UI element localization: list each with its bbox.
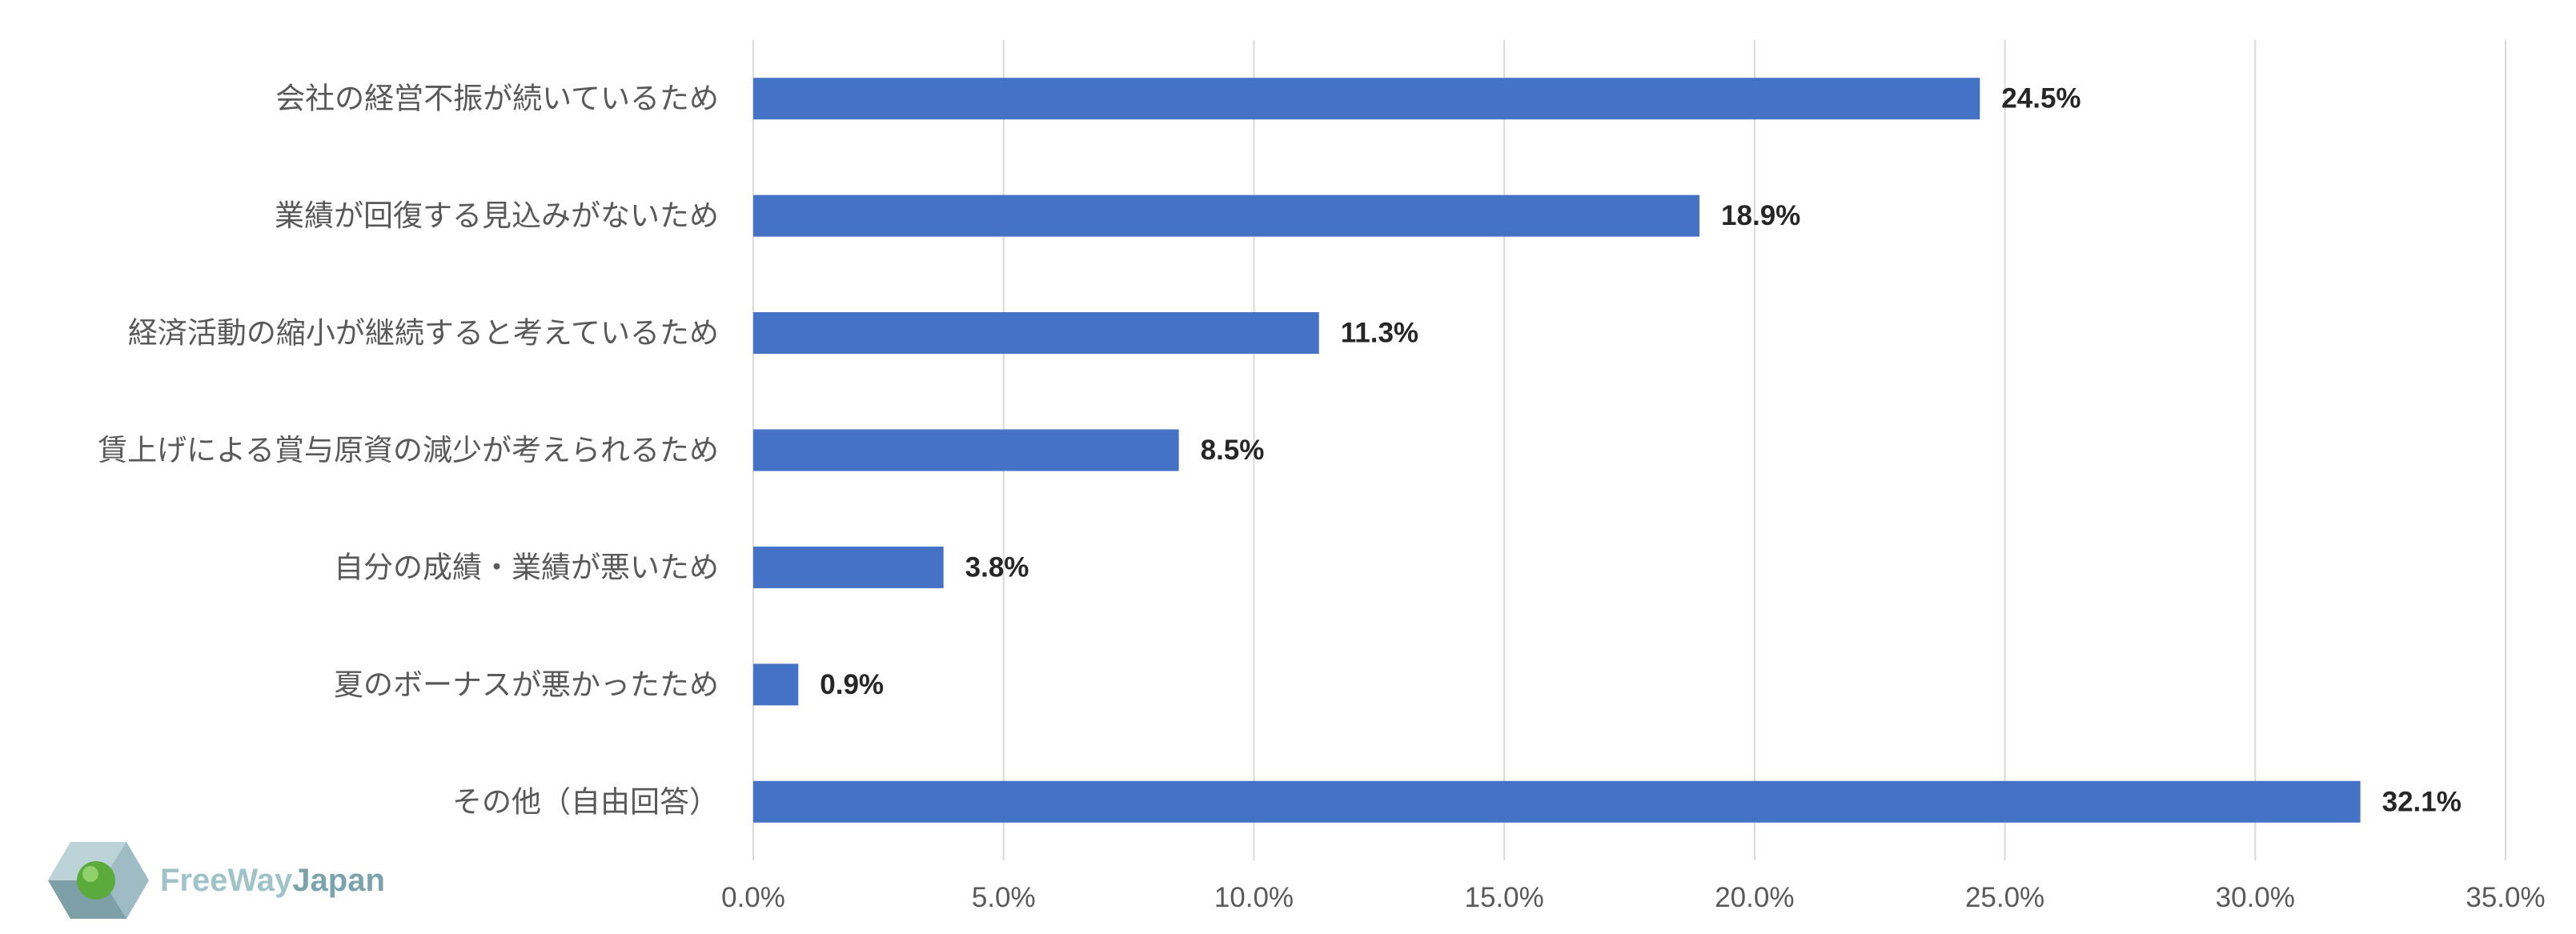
freewayjapan-logo: FreeWayJapan [46,840,385,920]
x-tick-label: 15.0% [1465,882,1544,913]
gridlines [752,40,2506,860]
logo-wordmark: FreeWayJapan [160,863,385,899]
bars [753,78,2361,823]
data-label: 3.8% [965,551,1029,583]
x-tick-label: 10.0% [1214,882,1294,913]
data-label: 8.5% [1201,435,1265,466]
bar [753,780,2361,823]
data-label: 0.9% [820,669,884,700]
data-label: 32.1% [2382,786,2462,817]
bar [753,312,1319,355]
category-label: その他（自由回答） [452,784,719,819]
category-labels: 会社の経営不振が続いているため業績が回復する見込みがないため経済活動の縮小が継続… [98,82,719,820]
bar [753,194,1700,237]
category-label: 会社の経営不振が続いているため [275,82,719,116]
data-label: 18.9% [1721,200,1800,231]
x-tick-label: 0.0% [721,882,785,913]
x-tick-label: 20.0% [1715,882,1794,913]
category-label: 自分の成績・業績が悪いため [334,550,719,584]
logo-mark-icon [48,842,149,919]
bar [753,663,799,706]
logo-text-freeway: FreeWay [160,862,293,898]
x-axis-tick-labels: 0.0% 5.0% 10.0% 15.0% 20.0% 25.0% 30.0% 35.0% [721,882,2546,913]
data-label: 24.5% [2001,83,2080,114]
x-tick-label: 30.0% [2216,882,2295,913]
bar [753,546,944,588]
data-labels: 24.5% 18.9% 11.3% 8.5% 3.8% 0.9% 32.1% [820,83,2462,818]
logo-text-japan: Japan [292,862,385,898]
x-tick-label: 25.0% [1965,882,2044,913]
category-label: 業績が回復する見込みがないため [275,198,719,233]
bar [753,78,1980,120]
x-tick-label: 5.0% [972,882,1036,913]
category-label: 夏のボーナスが悪かったため [334,667,719,702]
category-label: 賃上げによる賞与原資の減少が考えられるため [98,433,719,467]
bar [753,429,1179,471]
category-label: 経済活動の縮小が継続すると考えているため [128,316,719,351]
x-tick-label: 35.0% [2466,882,2545,913]
data-label: 11.3% [1341,318,1418,349]
